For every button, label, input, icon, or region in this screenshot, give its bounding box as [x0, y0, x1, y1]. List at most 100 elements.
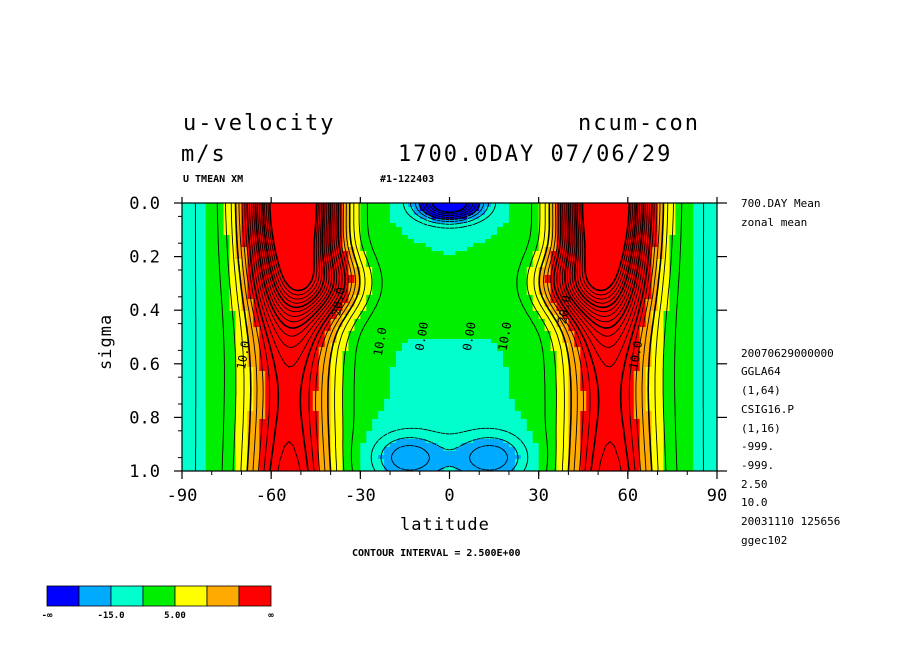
field-cell — [182, 255, 189, 260]
field-cell — [235, 335, 243, 340]
field-cell — [687, 319, 694, 324]
field-cell — [443, 255, 451, 260]
field-cell — [437, 315, 445, 320]
field-cell — [651, 315, 659, 320]
field-cell — [348, 359, 355, 364]
field-cell — [687, 303, 694, 308]
field-cell — [520, 279, 528, 284]
field-cell — [235, 271, 243, 276]
field-cell — [199, 279, 207, 284]
field-cell — [289, 311, 296, 316]
field-cell — [621, 327, 629, 332]
field-cell — [277, 239, 284, 244]
field-cell — [538, 355, 546, 360]
field-cell — [294, 351, 302, 356]
field-cell — [699, 219, 706, 224]
field-cell — [491, 279, 498, 284]
field-cell — [675, 263, 682, 268]
field-cell — [360, 415, 367, 420]
field-cell — [366, 323, 373, 328]
field-cell — [354, 363, 361, 368]
field-cell — [449, 299, 457, 304]
field-cell — [217, 319, 225, 324]
field-cell — [562, 411, 569, 416]
field-cell — [259, 423, 266, 428]
field-cell — [669, 211, 676, 216]
field-cell — [532, 203, 540, 208]
field-cell — [681, 359, 688, 364]
field-cell — [598, 211, 605, 216]
field-cell — [681, 387, 688, 392]
field-cell — [473, 371, 480, 376]
field-cell — [586, 327, 593, 332]
field-cell — [485, 295, 492, 300]
field-cell — [199, 403, 207, 408]
field-cell — [467, 387, 474, 392]
field-cell — [235, 423, 243, 428]
field-cell — [681, 259, 688, 264]
field-cell — [431, 363, 439, 368]
field-cell — [663, 223, 671, 228]
field-cell — [342, 375, 350, 380]
field-cell — [300, 207, 308, 212]
field-cell — [407, 319, 415, 324]
field-cell — [627, 215, 635, 220]
field-cell — [627, 407, 635, 412]
field-cell — [651, 291, 659, 296]
field-cell — [556, 295, 564, 300]
field-cell — [687, 359, 694, 364]
field-cell — [544, 215, 552, 220]
field-cell — [182, 287, 189, 292]
field-cell — [437, 407, 445, 412]
field-cell — [372, 423, 379, 428]
field-cell — [586, 339, 593, 344]
field-cell — [687, 415, 694, 420]
field-cell — [657, 359, 665, 364]
field-cell — [663, 263, 671, 268]
field-cell — [544, 207, 552, 212]
field-cell — [348, 255, 355, 260]
field-cell — [354, 359, 361, 364]
field-cell — [574, 371, 581, 376]
field-cell — [598, 359, 605, 364]
field-cell — [467, 203, 474, 208]
field-cell — [271, 335, 278, 340]
field-cell — [223, 263, 231, 268]
field-cell — [568, 239, 575, 244]
field-cell — [366, 391, 373, 396]
field-cell — [621, 267, 629, 272]
field-cell — [556, 387, 564, 392]
field-cell — [532, 299, 540, 304]
field-cell — [390, 351, 397, 356]
field-cell — [514, 231, 522, 236]
field-cell — [277, 307, 284, 312]
field-cell — [610, 347, 617, 352]
field-cell — [342, 359, 350, 364]
field-cell — [265, 407, 272, 412]
field-cell — [621, 227, 629, 232]
field-cell — [223, 359, 231, 364]
field-cell — [562, 331, 569, 336]
field-cell — [294, 287, 302, 292]
field-cell — [598, 307, 605, 312]
field-cell — [342, 395, 350, 400]
field-cell — [187, 419, 195, 424]
field-cell — [390, 407, 397, 412]
field-cell — [390, 355, 397, 360]
field-cell — [598, 315, 605, 320]
field-cell — [443, 207, 451, 212]
field-cell — [401, 283, 409, 288]
field-cell — [508, 327, 516, 332]
field-cell — [348, 411, 355, 416]
field-cell — [390, 291, 397, 296]
field-cell — [461, 355, 468, 360]
field-cell — [396, 395, 403, 400]
field-cell — [508, 283, 516, 288]
field-cell — [217, 279, 225, 284]
field-cell — [223, 271, 231, 276]
field-cell — [491, 243, 498, 248]
field-cell — [544, 203, 552, 208]
field-cell — [449, 243, 457, 248]
field-cell — [384, 343, 391, 348]
field-cell — [651, 235, 659, 240]
